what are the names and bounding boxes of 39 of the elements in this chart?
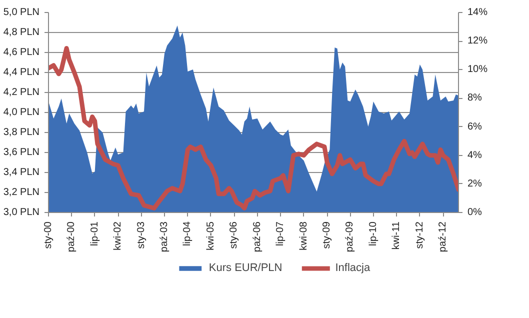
y-tick-label: 4,0 PLN bbox=[3, 107, 40, 118]
y2-tick-label: 12% bbox=[468, 36, 488, 47]
y-tick-label: 4,6 PLN bbox=[3, 47, 40, 58]
y-tick-label: 4,2 PLN bbox=[3, 87, 40, 98]
y-tick-label: 4,4 PLN bbox=[3, 67, 40, 78]
y2-tick-label: 6% bbox=[468, 121, 482, 132]
legend-label: Kurs EUR/PLN bbox=[208, 262, 282, 274]
x-tick-label: sty-03 bbox=[136, 221, 147, 249]
x-tick-label: lip-07 bbox=[274, 221, 286, 246]
x-tick-label: kwi-02 bbox=[112, 221, 124, 250]
x-tick-label: sty-06 bbox=[228, 221, 240, 249]
y2-tick-label: 4% bbox=[468, 150, 482, 161]
y2-tick-label: 10% bbox=[468, 64, 488, 76]
x-tick-label: paź-00 bbox=[66, 221, 78, 252]
y-tick-label: 3,6 PLN bbox=[3, 147, 40, 158]
x-tick-label: paź-09 bbox=[344, 221, 356, 252]
x-tick-label: paź-12 bbox=[438, 221, 449, 252]
y2-tick-label: 2% bbox=[468, 178, 482, 190]
y-tick-label: 3,2 PLN bbox=[3, 187, 40, 198]
x-tick-label: sty-00 bbox=[43, 221, 54, 249]
y2-tick-label: 14% bbox=[468, 7, 488, 18]
y-tick-label: 5,0 PLN bbox=[3, 7, 40, 18]
legend-label: Inflacja bbox=[335, 262, 370, 274]
x-tick-label: lip-10 bbox=[368, 221, 379, 246]
x-tick-label: kwi-08 bbox=[298, 221, 310, 250]
y-tick-label: 3,8 PLN bbox=[3, 127, 40, 138]
x-tick-label: kwi-11 bbox=[391, 221, 402, 250]
y2-tick-label: 8% bbox=[468, 92, 482, 104]
y-tick-label: 3,0 PLN bbox=[3, 207, 40, 218]
x-tick-label: kwi-05 bbox=[205, 221, 216, 250]
y-tick-label: 3,4 PLN bbox=[3, 167, 40, 178]
x-tick-label: lip-04 bbox=[182, 221, 194, 246]
y2-tick-label: 0% bbox=[468, 207, 482, 218]
y-tick-label: 4,8 PLN bbox=[3, 27, 40, 38]
x-tick-label: sty-09 bbox=[322, 221, 333, 249]
x-tick-label: paź-03 bbox=[158, 221, 170, 252]
x-tick-label: sty-12 bbox=[414, 221, 426, 249]
x-tick-label: lip-01 bbox=[89, 221, 100, 246]
x-tick-label: paź-06 bbox=[252, 221, 263, 252]
